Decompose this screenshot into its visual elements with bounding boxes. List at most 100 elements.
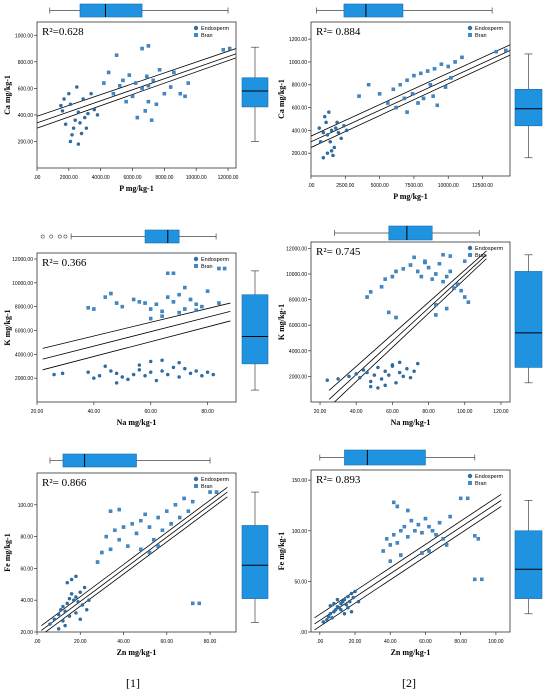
x-tick-label: 20.00	[349, 639, 362, 645]
point-endosperm	[332, 145, 337, 150]
y-tick-label: 200.00	[18, 139, 34, 145]
regression-line	[37, 53, 236, 124]
point-endosperm	[92, 107, 97, 112]
x-boxplot	[49, 3, 229, 18]
point-endosperm	[383, 383, 387, 388]
point-endosperm	[322, 114, 327, 119]
caption-2: [2]	[402, 676, 416, 690]
point-bran	[152, 538, 156, 542]
point-endosperm	[87, 598, 91, 602]
y-axis-label: Fe mg/kg-1	[277, 532, 286, 570]
point-bran	[121, 78, 125, 83]
point-endosperm	[97, 374, 102, 378]
y-tick-label: 12000.00	[286, 246, 307, 252]
point-endosperm	[76, 110, 81, 115]
fit-lines	[41, 486, 228, 632]
point-bran	[214, 490, 219, 494]
point-endosperm	[83, 115, 87, 120]
point-endosperm	[63, 609, 67, 614]
x-axis-label: Zn mg/kg-1	[391, 648, 431, 657]
point-bran	[412, 73, 416, 78]
point-bran	[453, 60, 457, 64]
y-boxplot	[241, 491, 269, 623]
legend-endosperm-label: Endosperm	[475, 474, 504, 480]
y-tick-label: 1000.00	[15, 33, 33, 39]
point-bran	[439, 62, 444, 66]
legend-bran-label: Bran	[475, 253, 487, 259]
point-bran	[434, 533, 438, 537]
point-bran	[162, 91, 167, 96]
point-bran	[188, 297, 193, 302]
point-bran	[395, 504, 400, 509]
point-bran	[156, 515, 160, 520]
point-endosperm	[321, 155, 326, 160]
x-box-outlier	[49, 234, 54, 239]
point-bran	[182, 496, 186, 501]
x-tick-label: 12000.00	[218, 175, 239, 181]
point-bran	[194, 308, 198, 312]
x-tick-label: .00	[308, 183, 315, 189]
point-bran	[452, 286, 456, 290]
point-endosperm	[80, 603, 85, 607]
point-endosperm	[75, 85, 79, 89]
x-tick-label: 2500.00	[336, 183, 354, 189]
point-bran	[419, 71, 423, 76]
point-endosperm	[137, 368, 142, 372]
point-bran	[441, 279, 445, 284]
point-endosperm	[205, 370, 210, 374]
x-tick-label: 2000.00	[60, 175, 78, 181]
point-endosperm	[78, 590, 83, 595]
point-bran	[377, 92, 382, 96]
point-bran	[148, 307, 153, 311]
point-bran	[392, 500, 396, 505]
point-bran	[186, 81, 190, 85]
x-boxplot	[49, 453, 211, 468]
regression-line	[41, 491, 228, 631]
point-endosperm	[365, 370, 369, 375]
r2-label: R²=0.628	[42, 26, 84, 38]
point-bran	[217, 301, 221, 305]
point-bran	[444, 306, 449, 311]
point-endosperm	[321, 130, 326, 135]
point-bran	[480, 577, 484, 582]
point-endosperm	[177, 360, 181, 365]
x-tick-label: 80.00	[204, 639, 217, 645]
point-endosperm	[342, 597, 347, 602]
x-tick-label: 12500.00	[472, 183, 493, 189]
point-bran	[384, 537, 389, 541]
point-bran	[117, 507, 121, 512]
point-endosperm	[353, 589, 357, 594]
point-endosperm	[52, 617, 57, 622]
point-bran	[205, 289, 210, 293]
y-tick-label: 100.00	[18, 503, 34, 509]
point-endosperm	[61, 604, 65, 609]
point-bran	[130, 94, 135, 99]
y-box-iqr	[241, 525, 269, 599]
point-endosperm	[74, 595, 78, 599]
legend-endosperm-label: Endosperm	[201, 257, 230, 263]
point-endosperm	[126, 377, 130, 382]
point-bran	[160, 528, 165, 532]
point-endosperm	[368, 379, 373, 384]
point-endosperm	[327, 110, 331, 114]
y-box-iqr	[514, 271, 543, 368]
point-endosperm	[109, 369, 113, 373]
point-bran	[157, 68, 162, 72]
point-bran	[395, 541, 400, 545]
point-endosperm	[95, 113, 100, 117]
y-tick-label: 80.00	[20, 535, 33, 541]
point-bran	[146, 99, 151, 104]
data-points	[48, 490, 219, 631]
point-endosperm	[60, 109, 65, 113]
legend-bran-label: Bran	[201, 264, 213, 270]
point-endosperm	[329, 128, 334, 133]
point-bran	[448, 269, 453, 274]
point-bran	[124, 99, 128, 104]
point-bran	[126, 544, 130, 548]
point-bran	[147, 525, 152, 529]
point-endosperm	[160, 358, 164, 363]
r2-label: R²= 0.745	[316, 246, 361, 258]
y-tick-label: 100.00	[292, 529, 308, 535]
legend-endosperm-marker	[467, 25, 473, 31]
